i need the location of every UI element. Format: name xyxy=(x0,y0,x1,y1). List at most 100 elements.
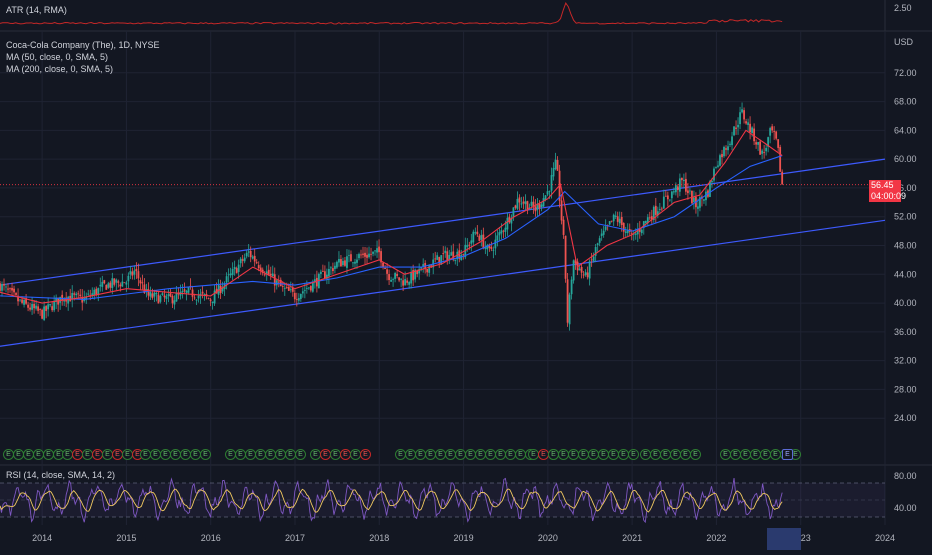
candle-body xyxy=(725,148,727,150)
candle-body xyxy=(119,284,122,287)
candle-body xyxy=(338,258,340,263)
x-tick-label: 2018 xyxy=(369,533,389,543)
candle-body xyxy=(426,269,429,273)
candle-body xyxy=(582,274,585,276)
candle-body xyxy=(101,281,104,287)
candle-body xyxy=(765,147,768,152)
y-tick-label: 56.00 xyxy=(894,183,917,193)
candle-body xyxy=(253,255,256,262)
candle-body xyxy=(45,306,48,311)
candle-body xyxy=(446,251,449,261)
candle-body xyxy=(727,146,729,151)
candle-body xyxy=(241,259,244,261)
candle-body xyxy=(729,143,731,145)
candle-body xyxy=(79,294,82,297)
candle-body xyxy=(149,292,152,297)
upcoming-earnings-icon[interactable]: E xyxy=(782,449,793,460)
earnings-event-icon[interactable]: E xyxy=(200,449,211,460)
candle-body xyxy=(522,201,525,204)
candle-body xyxy=(386,269,388,274)
last-price-tag: 56.45 04:00:09 xyxy=(869,179,906,202)
earnings-event-icon[interactable]: E xyxy=(690,449,701,460)
candle-body xyxy=(295,298,298,300)
candle-body xyxy=(197,295,200,299)
candle-body xyxy=(516,198,519,209)
earnings-event-icon[interactable]: E xyxy=(628,449,639,460)
candle-body xyxy=(486,244,489,250)
candle-body xyxy=(59,296,62,303)
candle-body xyxy=(670,191,673,199)
x-tick-label: 2016 xyxy=(201,533,221,543)
candle-body xyxy=(672,191,675,193)
candle-body xyxy=(378,246,380,253)
candle-body xyxy=(542,198,545,207)
candle-body xyxy=(203,293,206,295)
candle-body xyxy=(650,216,653,220)
candle-body xyxy=(480,235,483,240)
ma50-indicator-label[interactable]: MA (50, close, 0, SMA, 5) xyxy=(6,52,109,62)
earnings-event-icon[interactable]: E xyxy=(295,449,306,460)
candle-body xyxy=(598,238,601,243)
candle-body xyxy=(432,259,435,268)
x-tick-label: 2024 xyxy=(875,533,895,543)
x-tick-label: 2019 xyxy=(454,533,474,543)
candle-body xyxy=(422,264,425,267)
candle-body xyxy=(662,196,665,209)
candle-body xyxy=(360,254,362,256)
candle-body xyxy=(769,128,772,136)
candle-body xyxy=(442,253,445,254)
ma200-indicator-label[interactable]: MA (200, close, 0, SMA, 5) xyxy=(6,64,114,74)
candle-body xyxy=(251,256,254,259)
y-tick-label: 72.00 xyxy=(894,68,917,78)
candle-body xyxy=(478,235,481,241)
candle-body xyxy=(358,254,360,259)
candle-body xyxy=(39,309,42,310)
candle-body xyxy=(231,268,234,275)
candle-body xyxy=(356,259,358,263)
candle-body xyxy=(723,146,725,157)
candle-body xyxy=(376,248,378,253)
candle-body xyxy=(49,304,52,306)
candle-body xyxy=(135,268,138,272)
candle-body xyxy=(697,206,699,209)
candle-body xyxy=(273,274,276,286)
candle-body xyxy=(674,185,677,193)
candle-body xyxy=(67,296,70,304)
x-tick-label: 2015 xyxy=(116,533,136,543)
ma50-line xyxy=(0,129,783,304)
candle-body xyxy=(552,168,555,177)
candle-body xyxy=(741,109,743,113)
candle-body xyxy=(652,206,655,220)
candle-body xyxy=(616,216,619,222)
candle-body xyxy=(297,298,300,301)
candle-body xyxy=(227,274,230,276)
candle-body xyxy=(574,259,577,264)
atr-indicator-label[interactable]: ATR (14, RMA) xyxy=(6,5,67,15)
candle-body xyxy=(618,218,621,224)
candle-body xyxy=(626,230,629,234)
candle-body xyxy=(350,254,352,262)
y-tick-label: 24.00 xyxy=(894,413,917,423)
y-tick-label: 48.00 xyxy=(894,241,917,251)
candle-body xyxy=(646,217,649,224)
candle-body xyxy=(450,252,453,256)
candle-body xyxy=(185,290,188,293)
candle-body xyxy=(161,293,164,296)
candle-body xyxy=(362,253,364,255)
rsi-indicator-label[interactable]: RSI (14, close, SMA, 14, 2) xyxy=(6,470,116,480)
candle-body xyxy=(779,146,782,172)
candle-body xyxy=(745,121,747,124)
candle-body xyxy=(476,231,479,235)
candle-body xyxy=(61,294,64,301)
candle-body xyxy=(562,219,565,235)
candle-body xyxy=(191,289,194,297)
candle-body xyxy=(474,232,477,234)
candle-body xyxy=(510,218,513,224)
earnings-event-icon[interactable]: E xyxy=(360,449,371,460)
candle-body xyxy=(299,293,302,299)
symbol-title[interactable]: Coca-Cola Company (The), 1D, NYSE xyxy=(6,40,160,50)
candle-body xyxy=(281,286,284,287)
